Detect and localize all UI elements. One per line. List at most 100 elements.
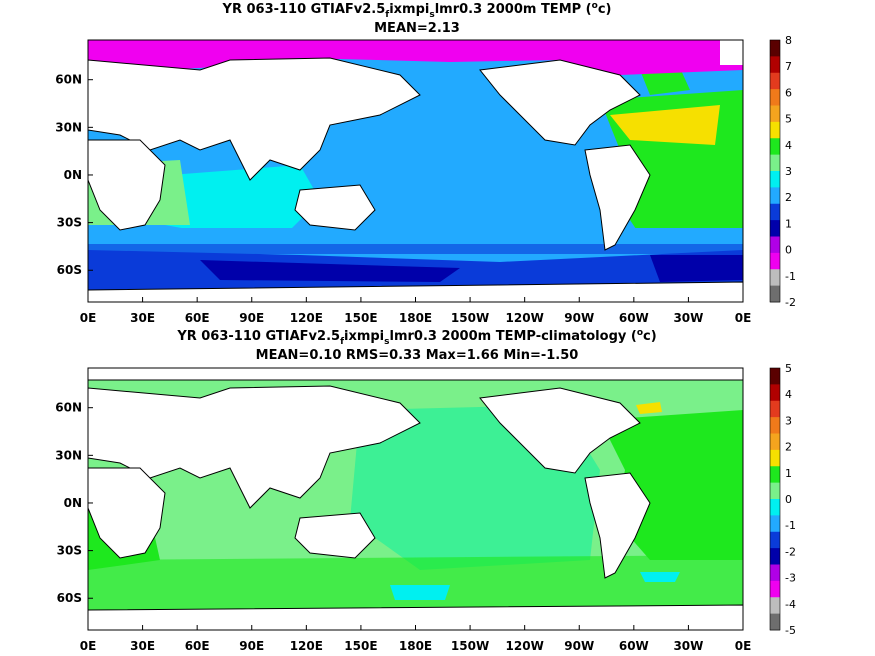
colorbar-swatch [770, 466, 780, 484]
panel-subtitle: MEAN=0.10 RMS=0.33 Max=1.66 Min=-1.50 [256, 348, 579, 363]
x-tick-label: 180E [399, 311, 432, 325]
colorbar-tick-label: 4 [785, 388, 792, 401]
colorbar-tick-label: 0 [785, 244, 792, 257]
southern-band-2 [88, 244, 743, 254]
x-tick-label: 0E [80, 639, 97, 653]
x-tick-label: 120E [290, 311, 323, 325]
x-tick-label: 30W [673, 311, 703, 325]
y-tick-label: 60N [55, 401, 82, 415]
x-tick-label: 60W [619, 639, 649, 653]
colorbar-swatch [770, 564, 780, 582]
africa-land [88, 139, 166, 231]
colorbar-tick-label: 6 [785, 86, 792, 99]
colorbar-tick-label: 5 [785, 362, 792, 375]
y-axis: 60N 30N 0N 30S 60S [55, 401, 93, 605]
x-tick-label: 150W [451, 639, 489, 653]
colorbar-swatch [770, 89, 780, 106]
australia-land [294, 184, 376, 231]
x-tick-label: 120W [506, 639, 544, 653]
colorbar-swatch [770, 105, 780, 123]
y-tick-label: 30N [55, 448, 82, 462]
colorbar-swatch [770, 449, 780, 467]
colorbar-swatch [770, 580, 780, 598]
colorbar-swatch [770, 138, 780, 156]
cold-anomaly-region [390, 585, 450, 600]
antarctic-deep-region [200, 260, 460, 282]
southern-ocean-region [88, 555, 743, 610]
colorbar-swatch [770, 531, 780, 549]
colorbar-tick-label: 1 [785, 467, 792, 480]
colorbar-tick-label: 7 [785, 60, 792, 73]
colorbar-swatch [770, 515, 780, 533]
x-tick-label: 90W [564, 311, 594, 325]
colorbar-swatch [770, 187, 780, 205]
colorbar-swatch [770, 121, 780, 139]
panel-top: YR 063-110 GTIAFv2.5fixmpislmr0.3 2000m … [55, 1, 796, 325]
colorbar-tick-label: 8 [785, 34, 792, 47]
weddell-anomaly-region [640, 572, 680, 582]
map-plot-area [87, 367, 744, 631]
x-tick-label: 0E [735, 639, 752, 653]
colorbar-tick-label: -2 [785, 296, 796, 309]
weddell-region [650, 255, 743, 282]
colorbar-tick-label: 3 [785, 165, 792, 178]
arctic-land [88, 368, 743, 381]
y-tick-label: 0N [64, 168, 82, 182]
colorbar-swatch [770, 220, 780, 237]
colorbar-swatch [770, 154, 780, 172]
colorbar-swatch [770, 285, 780, 303]
panel-title: YR 063-110 GTIAFv2.5fixmpislmr0.3 2000m … [222, 1, 612, 20]
colorbar-swatch [770, 56, 780, 74]
colorbar-swatch [770, 433, 780, 451]
colorbar-tick-label: 0 [785, 493, 792, 506]
colorbar: 5 4 3 2 1 0 -1 -2 -3 -4 -5 [769, 362, 796, 637]
y-tick-label: 60S [57, 591, 82, 605]
x-tick-label: 90E [239, 311, 264, 325]
x-tick-label: 30W [673, 639, 703, 653]
map-plot-area [87, 39, 744, 303]
x-tick-label: 0E [80, 311, 97, 325]
panel-subtitle: MEAN=2.13 [374, 21, 460, 36]
x-tick-label: 60E [185, 311, 210, 325]
y-tick-label: 30S [57, 544, 82, 558]
north-america-land [479, 387, 641, 474]
x-tick-label: 60W [619, 311, 649, 325]
x-tick-label: 120W [506, 311, 544, 325]
southern-band-1 [88, 228, 743, 246]
panel-bottom: YR 063-110 GTIAFv2.5fixmpislmr0.3 2000m … [55, 328, 796, 653]
colorbar-tick-label: 4 [785, 139, 792, 152]
colorbar-swatch [770, 400, 780, 418]
x-tick-label: 30E [130, 639, 155, 653]
colorbar-swatch [770, 236, 780, 254]
colorbar-tick-label: 5 [785, 113, 792, 126]
colorbar-swatch [770, 368, 780, 385]
antarctica-land [88, 604, 743, 630]
colorbar-tick-label: -3 [785, 572, 796, 585]
colorbar-frame [769, 39, 781, 303]
colorbar-swatch [770, 269, 780, 287]
colorbar-swatch [770, 482, 780, 500]
colorbar-swatch [770, 171, 780, 188]
x-axis: 0E 30E 60E 90E 120E 150E 180E 150W 120W 90W 60W 30W… [80, 625, 752, 653]
colorbar-swatch [770, 40, 780, 57]
colorbar-swatch [770, 499, 780, 516]
colorbar: 8 7 6 5 4 3 2 1 0 -1 -2 [769, 34, 796, 309]
colorbar-tick-label: 2 [785, 191, 792, 204]
africa-land [88, 467, 166, 559]
colorbar-tick-label: -1 [785, 270, 796, 283]
colorbar-swatch [770, 384, 780, 402]
y-tick-label: 60S [57, 263, 82, 277]
y-tick-label: 60N [55, 73, 82, 87]
x-tick-label: 60E [185, 639, 210, 653]
x-axis: 0E 30E 60E 90E 120E 150E 180E 150W 120W 90W 60W 30W… [80, 297, 751, 325]
x-tick-label: 150E [344, 639, 377, 653]
colorbar-tick-label: 2 [785, 441, 792, 454]
x-tick-label: 150E [344, 311, 377, 325]
south-america-land [584, 472, 651, 579]
indian-ocean-region [165, 165, 320, 235]
continents [88, 57, 743, 302]
y-tick-label: 30N [55, 120, 82, 134]
x-tick-label: 90W [564, 639, 594, 653]
colorbar-swatch [770, 597, 780, 615]
colorbar-swatch [770, 417, 780, 434]
